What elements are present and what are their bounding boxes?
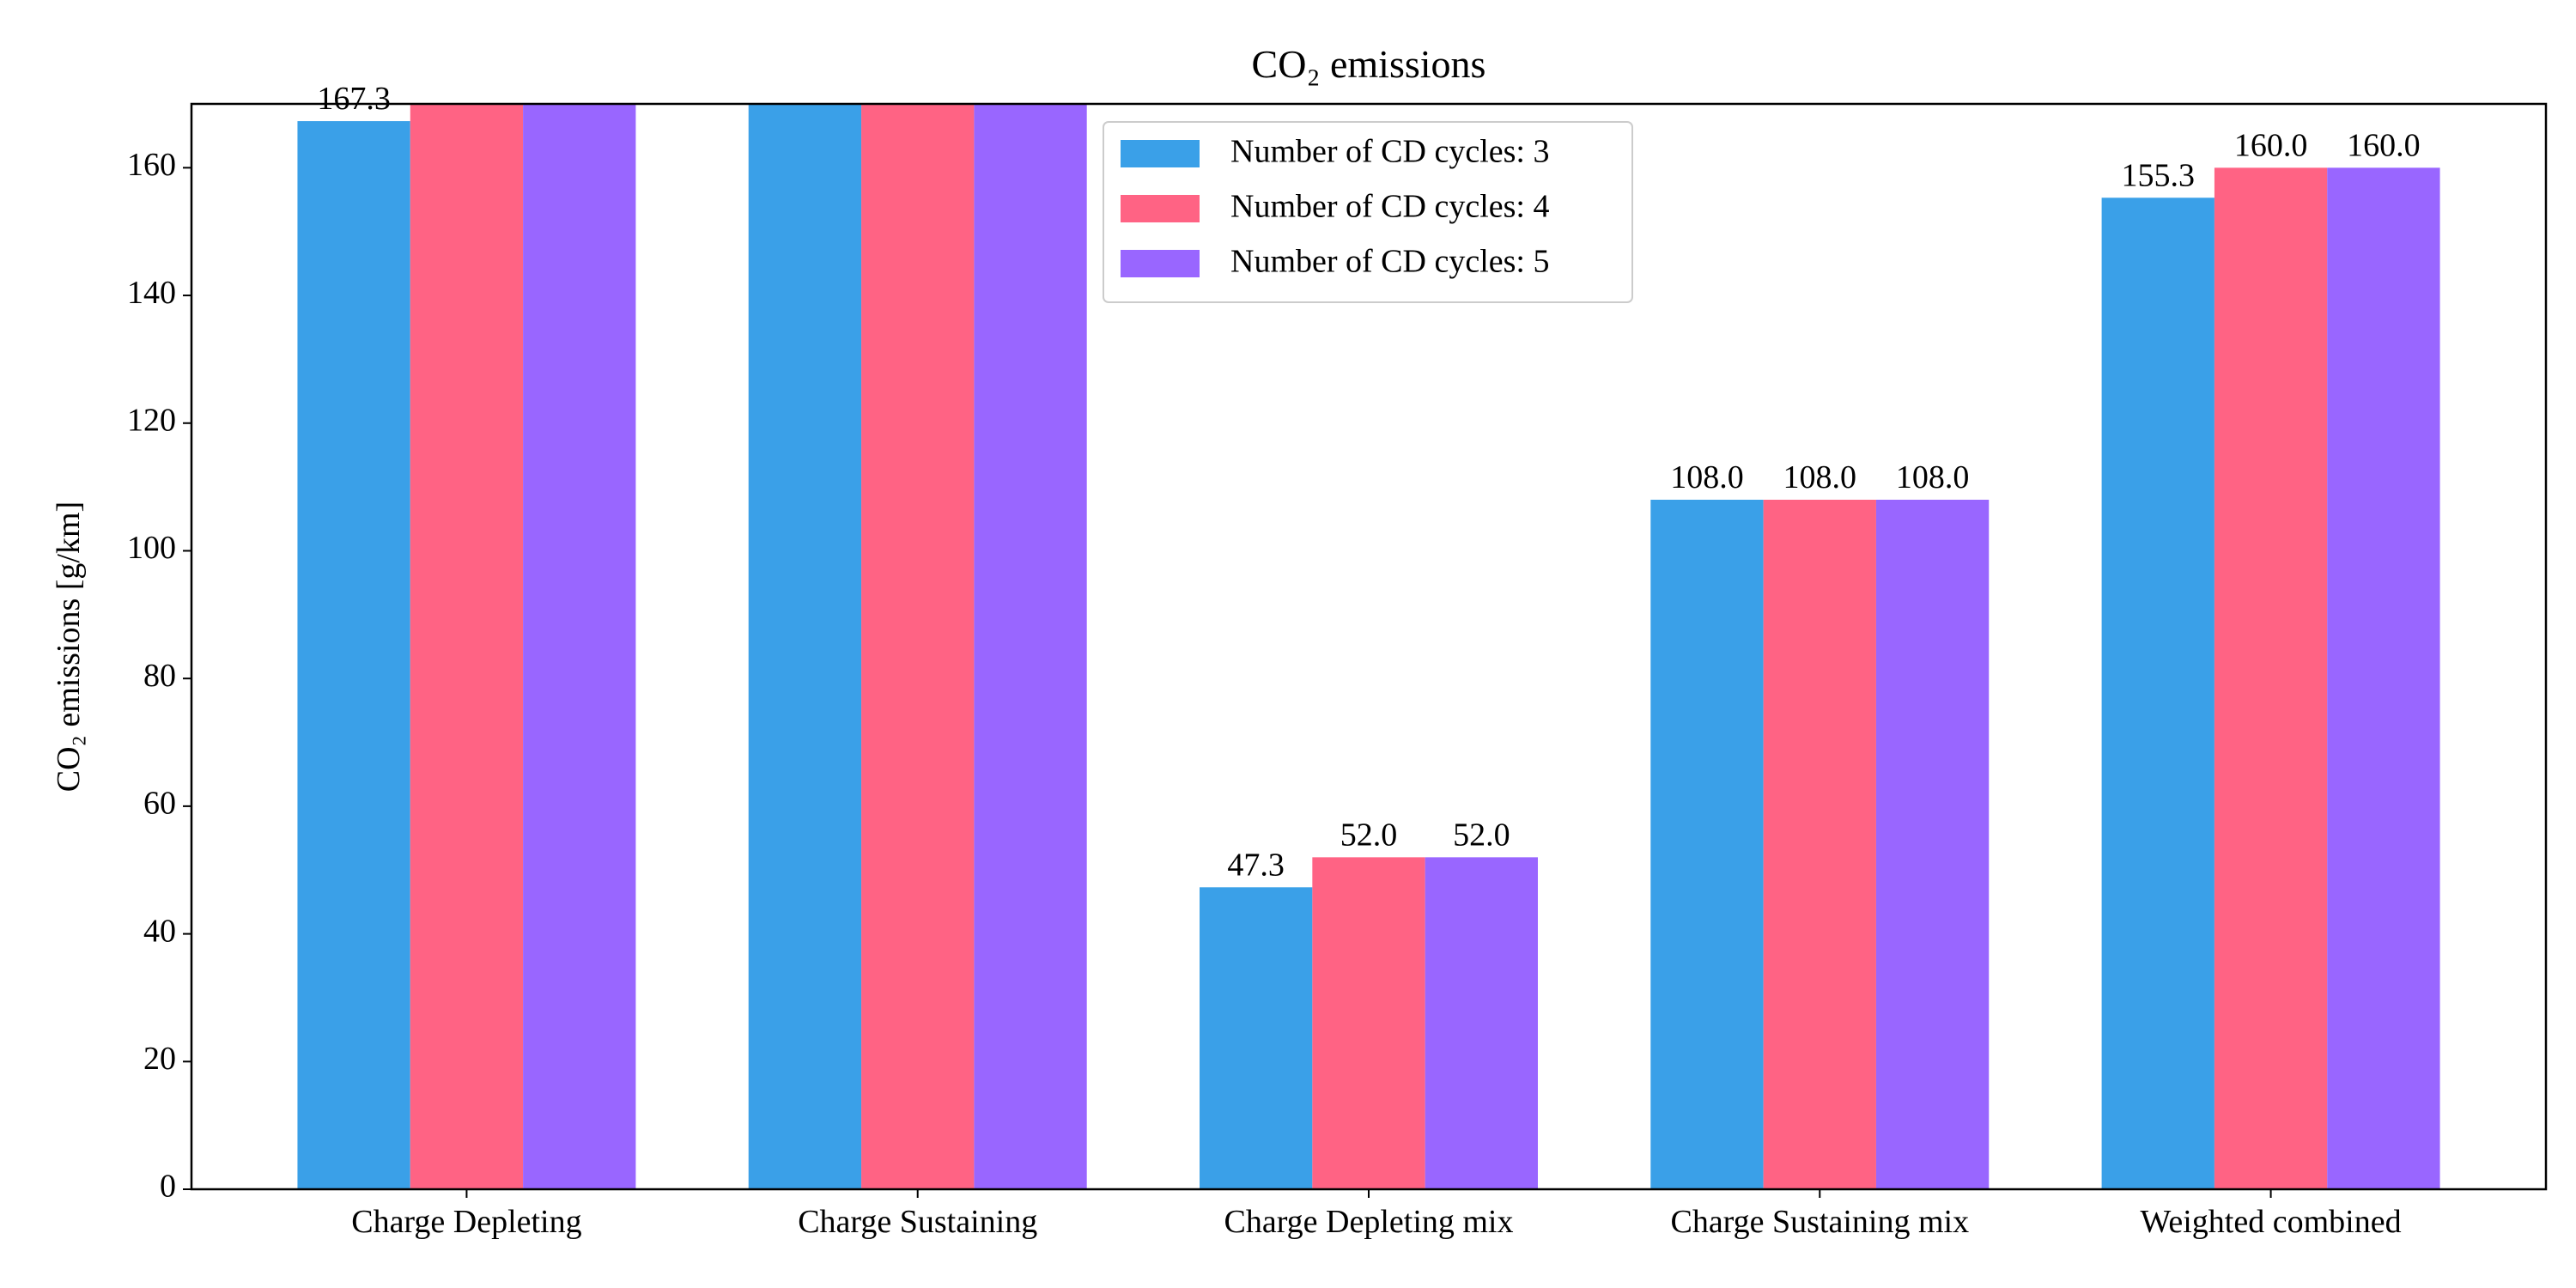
y-axis-label: CO₂ emissions [g/km] <box>51 501 87 792</box>
value-label: 108.0 <box>1783 459 1857 495</box>
legend-swatch <box>1121 140 1200 167</box>
bar <box>2214 167 2328 1189</box>
bar <box>1312 857 1425 1189</box>
legend-swatch <box>1121 250 1200 277</box>
chart-title: CO₂ emissions <box>1252 42 1486 86</box>
x-tick-label: Weighted combined <box>2141 1204 2402 1240</box>
value-label: 160.0 <box>2234 127 2308 163</box>
y-tick-label: 100 <box>127 530 176 566</box>
y-tick-label: 0 <box>160 1169 176 1205</box>
x-tick-label: Charge Depleting mix <box>1224 1204 1513 1240</box>
value-label: 108.0 <box>1670 459 1744 495</box>
bar <box>523 104 636 1189</box>
y-tick-label: 120 <box>127 402 176 438</box>
bar <box>1650 499 1764 1189</box>
bar <box>1875 499 1990 1189</box>
value-label: 47.3 <box>1227 847 1285 883</box>
legend-label: Number of CD cycles: 5 <box>1230 244 1549 280</box>
bar <box>2327 167 2440 1189</box>
legend-label: Number of CD cycles: 3 <box>1230 134 1549 170</box>
y-tick-label: 140 <box>127 275 176 311</box>
plot-frame <box>190 102 2548 1191</box>
y-tick-label: 160 <box>127 147 176 183</box>
bar <box>861 104 975 1189</box>
legend-label: Number of CD cycles: 4 <box>1230 189 1549 225</box>
value-label: 167.3 <box>317 81 391 117</box>
y-tick-label: 60 <box>143 786 176 822</box>
legend-box <box>1103 121 1633 303</box>
value-label: 155.3 <box>2122 157 2196 193</box>
bar <box>297 121 410 1189</box>
bar <box>410 104 524 1189</box>
bar <box>1425 857 1538 1189</box>
x-tick-label: Charge Sustaining <box>798 1204 1037 1240</box>
bar <box>2101 197 2215 1189</box>
bar <box>1763 499 1876 1189</box>
value-label: 108.0 <box>1896 459 1970 495</box>
legend-swatch <box>1121 195 1200 222</box>
y-tick-label: 80 <box>143 658 176 694</box>
bar <box>748 104 862 1189</box>
y-tick-label: 20 <box>143 1041 176 1077</box>
value-label: 52.0 <box>1340 817 1398 853</box>
bar <box>974 104 1087 1189</box>
value-label: 160.0 <box>2347 127 2421 163</box>
bars <box>297 104 2440 1189</box>
x-tick-label: Charge Depleting <box>351 1204 581 1240</box>
bar <box>1200 887 1313 1189</box>
y-tick-label: 40 <box>143 913 176 949</box>
x-tick-label: Charge Sustaining mix <box>1670 1204 1969 1240</box>
value-label: 52.0 <box>1453 817 1510 853</box>
